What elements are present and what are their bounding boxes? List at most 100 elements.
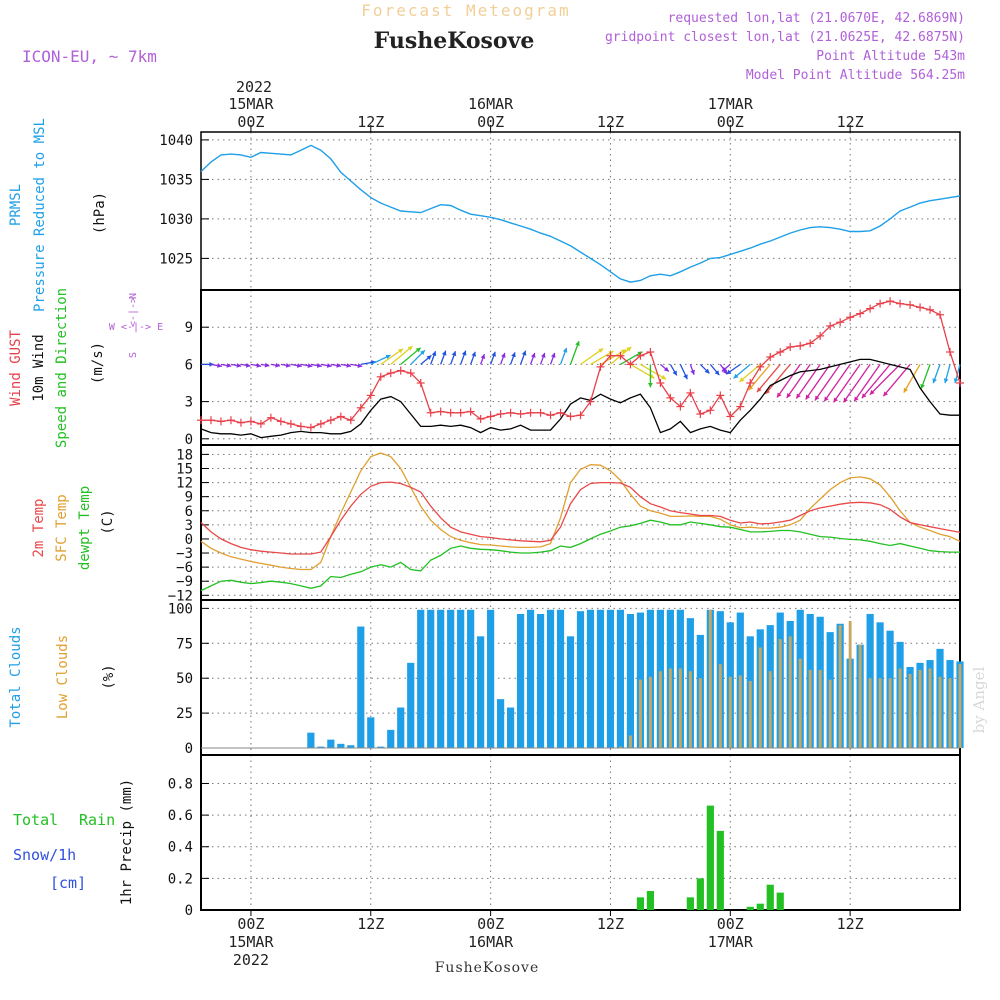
wind-arrow-head (920, 383, 925, 389)
wind-gust-marker (826, 321, 835, 330)
total-cloud-bar (526, 609, 535, 749)
total-cloud-bar (626, 613, 635, 749)
cloud-ytick-label: 75 (176, 636, 193, 652)
low-cloud-bar (788, 636, 792, 749)
wind-direction-arrow (430, 351, 437, 365)
wind-direction-arrow (400, 347, 422, 365)
wind-direction-arrow (300, 363, 313, 369)
wind-gust-marker (726, 412, 735, 421)
wind-direction-arrow (509, 352, 516, 365)
wind-arrow-head (415, 347, 421, 353)
temp-label-2m: 2m Temp (31, 498, 47, 557)
dewpoint-line (200, 519, 960, 592)
wind-direction-arrow (480, 353, 486, 365)
wind-gust-marker (336, 412, 345, 421)
total-cloud-bar (546, 609, 555, 749)
wind-gust-marker (656, 379, 665, 387)
total-cloud-bar (616, 609, 625, 749)
wind-arrow-head (805, 394, 811, 400)
wind-gust-marker (956, 379, 964, 387)
wind-arrow-shaft (805, 364, 831, 400)
total-cloud-bar (596, 609, 605, 749)
wind-direction-arrow (529, 352, 536, 365)
wind-arrow-shaft (903, 364, 921, 393)
total-cloud-bar (487, 609, 495, 749)
wind-gust-marker (846, 313, 855, 322)
total-cloud-bar (576, 611, 585, 749)
wind-ytick-label: 0 (185, 432, 193, 448)
precip-panel: 0 0.2 0.4 0.6 0.8 (168, 754, 961, 919)
precip-labels: Total Rain Snow/1h [cm] 1hr Precip (mm) (13, 779, 135, 905)
wind-direction-arrow (776, 364, 801, 398)
wind-arrow-shaft (776, 364, 801, 398)
watermark: by Angel (970, 666, 988, 733)
wind-arrow-shaft (580, 347, 604, 365)
wind-arrow-shaft (861, 363, 891, 399)
wind-direction-arrow (450, 351, 457, 365)
wind-arrow-shaft (764, 363, 791, 395)
total-cloud-bar (447, 609, 455, 749)
wind-gust-marker (197, 416, 205, 425)
low-cloud-bar (698, 678, 702, 749)
wind-arrow-head (245, 362, 251, 368)
precip-ytick-label: 0.8 (168, 776, 193, 792)
total-cloud-bar (467, 609, 475, 749)
wind-gust-marker (576, 411, 585, 420)
temp-ytick-label: −12 (168, 588, 193, 604)
wind-gust-marker (716, 391, 725, 400)
wind-gust-marker (706, 406, 715, 415)
wind-arrow-head (814, 395, 820, 401)
low-cloud-bar (758, 647, 762, 749)
wind-arrow-shaft (882, 363, 911, 397)
footer-location: FusheKosove (435, 960, 540, 976)
rain-bar (706, 805, 714, 910)
wind-arrow-head (722, 369, 728, 375)
wind-gust-marker (426, 408, 435, 417)
low-cloud-bar (778, 639, 782, 749)
temp-ytick-label: 15 (176, 461, 193, 477)
wind-arrow-head (480, 354, 486, 360)
wind-speed-line (200, 358, 960, 439)
wind-gust-marker (666, 393, 675, 402)
wind-labels: Wind GUST 10m Wind Speed and Direction (… (8, 288, 163, 448)
wind-gust-marker (296, 422, 305, 431)
wind-arrow-head (843, 397, 848, 403)
wind-direction-arrow (869, 363, 901, 396)
wind-arrow-head (621, 349, 627, 354)
cloud-ytick-label: 0 (185, 741, 193, 757)
wind-direction-arrow (756, 363, 781, 393)
wind-direction-arrow (280, 362, 291, 368)
wind-direction-arrow (549, 352, 556, 365)
wind-gust-marker (226, 416, 235, 425)
wind-gust-marker (236, 418, 245, 427)
wind-direction-arrow (220, 363, 232, 368)
low-cloud-bar (958, 664, 962, 749)
wind-direction-arrow (420, 354, 432, 365)
wind-gust-marker (776, 348, 785, 356)
total-cloud-bar (397, 707, 405, 749)
cloud-ytick-label: 50 (176, 671, 193, 687)
wind-arrow-head (932, 378, 937, 384)
temp-unit: (C) (100, 509, 116, 534)
total-cloud-bar (307, 732, 315, 749)
compass-s: S (128, 352, 139, 358)
wind-gust-marker (506, 408, 515, 417)
wind-frame (200, 289, 961, 446)
temp-ytick-label: 18 (176, 447, 193, 463)
rain-bar (716, 830, 724, 910)
total-cloud-bar (337, 743, 345, 749)
wind-direction-arrow (580, 347, 604, 365)
wind-direction-arrow (240, 362, 251, 368)
wind-arrow-head (451, 351, 457, 357)
location-title: FusheKosove (374, 28, 535, 54)
wind-arrow-head (833, 397, 838, 403)
wind-direction-arrow (350, 363, 363, 369)
wind-gust-marker (906, 300, 915, 309)
wind-gust-marker (516, 410, 525, 418)
bottom-tick-label: 12Z (837, 915, 864, 933)
low-cloud-bar (898, 668, 902, 749)
wind-gust-marker (736, 402, 745, 411)
prmsl-line (200, 144, 961, 283)
